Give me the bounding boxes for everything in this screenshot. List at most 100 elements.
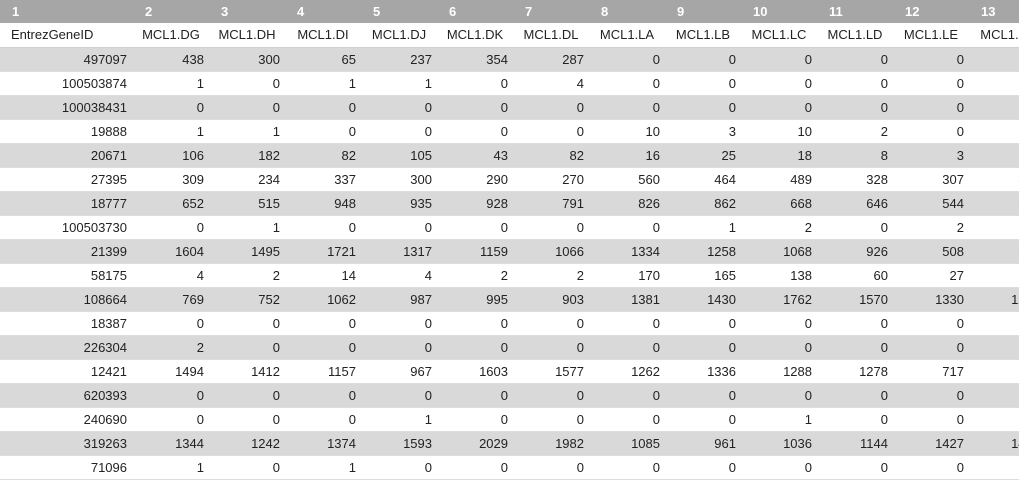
count-cell[interactable]: 0: [893, 47, 969, 72]
count-cell[interactable]: 0: [437, 311, 513, 336]
count-cell[interactable]: 2: [209, 263, 285, 288]
count-cell[interactable]: 0: [133, 215, 209, 240]
count-cell[interactable]: 0: [285, 311, 361, 336]
count-cell[interactable]: 1334: [589, 239, 665, 264]
count-cell[interactable]: 935: [361, 191, 437, 216]
table-row[interactable]: 12421 1494 1412 1157 967 1603 1577 1262 1336 1288…: [0, 359, 1019, 384]
count-cell[interactable]: 0: [665, 47, 741, 72]
table-row[interactable]: 100038431000000000000: [0, 95, 1019, 120]
count-cell[interactable]: 0: [665, 95, 741, 120]
count-cell[interactable]: 1: [361, 71, 437, 96]
column-number-header[interactable]: 8: [589, 0, 665, 23]
count-cell[interactable]: 287: [513, 47, 589, 72]
count-cell[interactable]: 500: [969, 239, 1019, 264]
count-cell[interactable]: 0: [133, 407, 209, 432]
count-cell[interactable]: 4: [361, 263, 437, 288]
gene-id-cell[interactable]: 100503730: [0, 215, 133, 240]
gene-id-cell[interactable]: 12421: [0, 359, 133, 384]
gene-id-cell[interactable]: 58175: [0, 263, 133, 288]
count-cell[interactable]: 15: [969, 263, 1019, 288]
count-cell[interactable]: 0: [893, 71, 969, 96]
count-cell[interactable]: 1381: [589, 287, 665, 312]
count-cell[interactable]: 0: [285, 407, 361, 432]
count-cell[interactable]: 1495: [209, 239, 285, 264]
count-cell[interactable]: 0: [437, 71, 513, 96]
count-cell[interactable]: 0: [665, 71, 741, 96]
table-row[interactable]: 240690000100001000: [0, 407, 1019, 432]
gene-id-cell[interactable]: 497097: [0, 47, 133, 72]
count-cell[interactable]: 948: [285, 191, 361, 216]
count-cell[interactable]: 581: [969, 191, 1019, 216]
count-cell[interactable]: 0: [665, 455, 741, 480]
column-name-header[interactable]: MCL1.DJ: [361, 23, 437, 48]
count-cell[interactable]: 928: [437, 191, 513, 216]
gene-id-cell[interactable]: 71096: [0, 455, 133, 480]
column-name-header[interactable]: MCL1.LD: [817, 23, 893, 48]
gene-id-cell[interactable]: 18387: [0, 311, 133, 336]
count-cell[interactable]: 0: [513, 407, 589, 432]
count-cell[interactable]: 328: [817, 167, 893, 192]
count-cell[interactable]: 1066: [513, 239, 589, 264]
count-cell[interactable]: 0: [513, 119, 589, 144]
count-cell[interactable]: 0: [361, 335, 437, 360]
count-cell[interactable]: 0: [133, 311, 209, 336]
count-cell[interactable]: 0: [893, 311, 969, 336]
count-cell[interactable]: 1258: [665, 239, 741, 264]
count-cell[interactable]: 0: [133, 383, 209, 408]
count-cell[interactable]: 0: [589, 215, 665, 240]
count-cell[interactable]: 0: [209, 335, 285, 360]
count-cell[interactable]: 82: [285, 143, 361, 168]
count-cell[interactable]: 0: [893, 119, 969, 144]
count-cell[interactable]: 1: [209, 119, 285, 144]
count-cell[interactable]: 791: [513, 191, 589, 216]
count-cell[interactable]: 1: [665, 215, 741, 240]
count-cell[interactable]: 1762: [741, 287, 817, 312]
column-name-header[interactable]: MCL1.DH: [209, 23, 285, 48]
count-cell[interactable]: 1068: [741, 239, 817, 264]
table-row[interactable]: 21399 1604 1495 1721 1317 1159 1066 1334 1258 106…: [0, 239, 1019, 264]
count-cell[interactable]: 0: [665, 383, 741, 408]
count-cell[interactable]: 0: [209, 311, 285, 336]
count-cell[interactable]: 82: [513, 143, 589, 168]
count-cell[interactable]: 0: [285, 119, 361, 144]
count-cell[interactable]: 1494: [133, 359, 209, 384]
table-row[interactable]: 581754214422170165138602715: [0, 263, 1019, 288]
count-cell[interactable]: 967: [361, 359, 437, 384]
count-cell[interactable]: 0: [209, 95, 285, 120]
count-cell[interactable]: 106: [133, 143, 209, 168]
count-cell[interactable]: 1159: [437, 239, 513, 264]
count-cell[interactable]: 1: [209, 215, 285, 240]
count-cell[interactable]: 0: [741, 455, 817, 480]
gene-id-cell[interactable]: 27395: [0, 167, 133, 192]
count-cell[interactable]: 0: [893, 455, 969, 480]
count-cell[interactable]: 926: [817, 239, 893, 264]
count-cell[interactable]: 1296: [969, 287, 1019, 312]
column-name-header[interactable]: MCL1.LA: [589, 23, 665, 48]
count-cell[interactable]: 0: [133, 95, 209, 120]
count-cell[interactable]: 652: [133, 191, 209, 216]
count-cell[interactable]: 1262: [589, 359, 665, 384]
count-cell[interactable]: 10: [741, 119, 817, 144]
count-cell[interactable]: 1374: [285, 431, 361, 456]
count-cell[interactable]: 3: [893, 143, 969, 168]
count-cell[interactable]: 1: [133, 455, 209, 480]
table-row[interactable]: 100503874101104000000: [0, 71, 1019, 96]
count-cell[interactable]: 0: [665, 335, 741, 360]
count-cell[interactable]: 0: [437, 335, 513, 360]
table-row[interactable]: 18387000000000000: [0, 311, 1019, 336]
count-cell[interactable]: 0: [817, 335, 893, 360]
count-cell[interactable]: 0: [589, 311, 665, 336]
column-name-header[interactable]: MCL1.LC: [741, 23, 817, 48]
count-cell[interactable]: 0: [817, 407, 893, 432]
count-cell[interactable]: 0: [741, 383, 817, 408]
count-cell[interactable]: 0: [285, 95, 361, 120]
count-cell[interactable]: 0: [589, 383, 665, 408]
count-cell[interactable]: 826: [589, 191, 665, 216]
gene-id-cell[interactable]: 20671: [0, 143, 133, 168]
count-cell[interactable]: 0: [817, 383, 893, 408]
count-cell[interactable]: 0: [741, 95, 817, 120]
count-cell[interactable]: 1336: [665, 359, 741, 384]
count-cell[interactable]: 0: [969, 383, 1019, 408]
column-number-header[interactable]: 2: [133, 0, 209, 23]
count-cell[interactable]: 717: [893, 359, 969, 384]
